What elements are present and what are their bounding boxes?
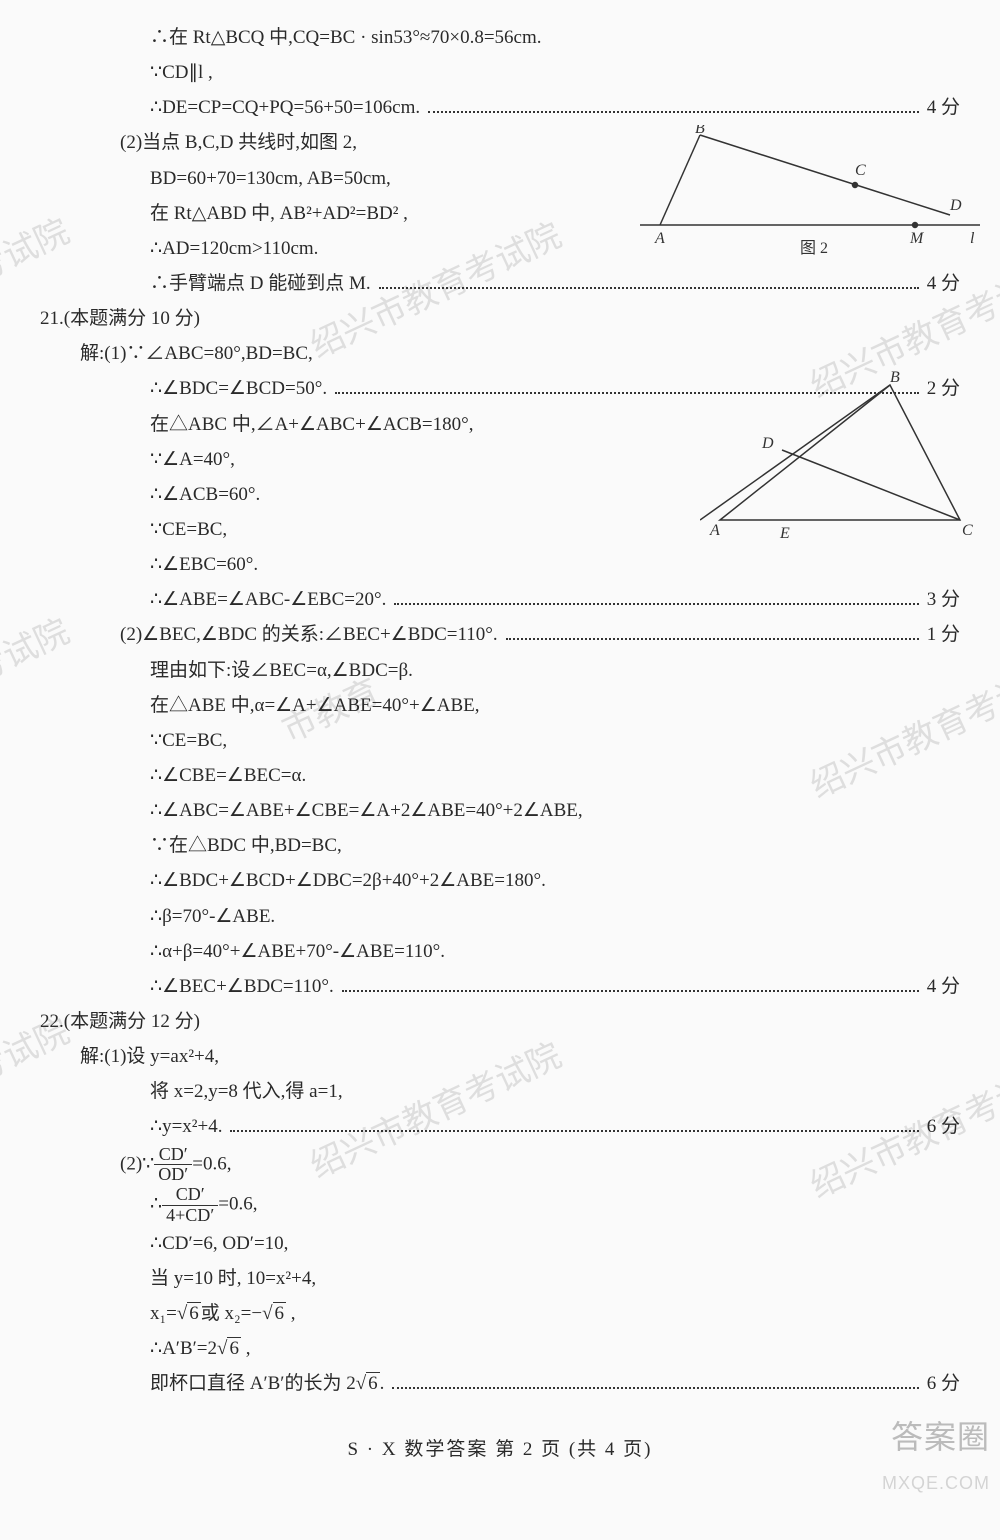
score: 4 分 xyxy=(927,969,960,1004)
q21-line: ∴∠BEC+∠BDC=110°. xyxy=(150,969,334,1004)
page-content: ∴在 Rt△BCQ 中,CQ=BC · sin53°≈70×0.8=56cm. … xyxy=(40,20,960,1467)
q22-line: 当 y=10 时, 10=x²+4, xyxy=(150,1261,316,1296)
q20-line: ∴DE=CP=CQ+PQ=56+50=106cm. xyxy=(150,90,420,125)
q20-line: BD=60+70=130cm, AB=50cm, xyxy=(150,161,391,196)
q20-line: ∴在 Rt△BCQ 中,CQ=BC · sin53°≈70×0.8=56cm. xyxy=(150,20,542,55)
q21-line: ∵CE=BC, xyxy=(150,723,227,758)
q21-line: ∵CE=BC, xyxy=(150,512,227,547)
q21-line: ∴∠CBE=∠BEC=α. xyxy=(150,758,306,793)
q22-line: 将 x=2,y=8 代入,得 a=1, xyxy=(150,1074,343,1109)
score: 6 分 xyxy=(927,1109,960,1144)
q21-line: 理由如下:设∠BEC=α,∠BDC=β. xyxy=(150,653,413,688)
q22-line: ∴CD′4+CD′=0.6, xyxy=(150,1185,258,1226)
score: 4 分 xyxy=(927,90,960,125)
score: 6 分 xyxy=(927,1366,960,1401)
q21-line: ∵∠A=40°, xyxy=(150,442,235,477)
q21-line: ∴∠ACB=60°. xyxy=(150,477,260,512)
q22-line: x₁=√6或 x₂=−√6 , xyxy=(150,1296,296,1331)
q21-line: 解:(1)∵∠ABC=80°,BD=BC, xyxy=(80,336,313,371)
score: 3 分 xyxy=(927,582,960,617)
q22-line: 即杯口直径 A′B′的长为 2√6. xyxy=(150,1366,384,1401)
q21-line: ∵在△BDC 中,BD=BC, xyxy=(150,828,342,863)
q21-line: ∴∠ABC=∠ABE+∠CBE=∠A+2∠ABE=40°+2∠ABE, xyxy=(150,793,583,828)
q21-line: (2)∠BEC,∠BDC 的关系:∠BEC+∠BDC=110°. xyxy=(120,617,498,652)
q22-line: ∴A′B′=2√6 , xyxy=(150,1331,250,1366)
q21-line: ∴β=70°-∠ABE. xyxy=(150,899,275,934)
q21-line: ∴∠ABE=∠ABC-∠EBC=20°. xyxy=(150,582,386,617)
score: 1 分 xyxy=(927,617,960,652)
q22-line: (2)∵CD′OD′=0.6, xyxy=(120,1145,231,1186)
q20-line: (2)当点 B,C,D 共线时,如图 2, xyxy=(120,125,357,160)
q20-line: ∴AD=120cm>110cm. xyxy=(150,231,318,266)
q22-line: ∴CD′=6, OD′=10, xyxy=(150,1226,288,1261)
score: 2 分 xyxy=(927,371,960,406)
q21-line: 在△ABC 中,∠A+∠ABC+∠ACB=180°, xyxy=(150,407,473,442)
q21-line: 在△ABE 中,α=∠A+∠ABE=40°+∠ABE, xyxy=(150,688,480,723)
q20-line: ∴手臂端点 D 能碰到点 M. xyxy=(150,266,371,301)
q21-line: ∴∠BDC=∠BCD=50°. xyxy=(150,371,327,406)
q21-line: ∴∠BDC+∠BCD+∠DBC=2β+40°+2∠ABE=180°. xyxy=(150,863,546,898)
q21-line: ∴∠EBC=60°. xyxy=(150,547,258,582)
q20-line: 在 Rt△ABD 中, AB²+AD²=BD² , xyxy=(150,196,408,231)
q20-line: ∵CD∥l , xyxy=(150,55,213,90)
q22-line: ∴y=x²+4. xyxy=(150,1109,222,1144)
svg-text:C: C xyxy=(962,522,973,539)
score: 4 分 xyxy=(927,266,960,301)
svg-text:l: l xyxy=(970,230,975,247)
q22-line: 解:(1)设 y=ax²+4, xyxy=(80,1039,219,1074)
q22-title: 22.(本题满分 12 分) xyxy=(40,1004,200,1039)
q21-line: ∴α+β=40°+∠ABE+70°-∠ABE=110°. xyxy=(150,934,445,969)
page-footer: S · X 数学答案 第 2 页 (共 4 页) xyxy=(40,1432,960,1467)
q21-title: 21.(本题满分 10 分) xyxy=(40,301,200,336)
